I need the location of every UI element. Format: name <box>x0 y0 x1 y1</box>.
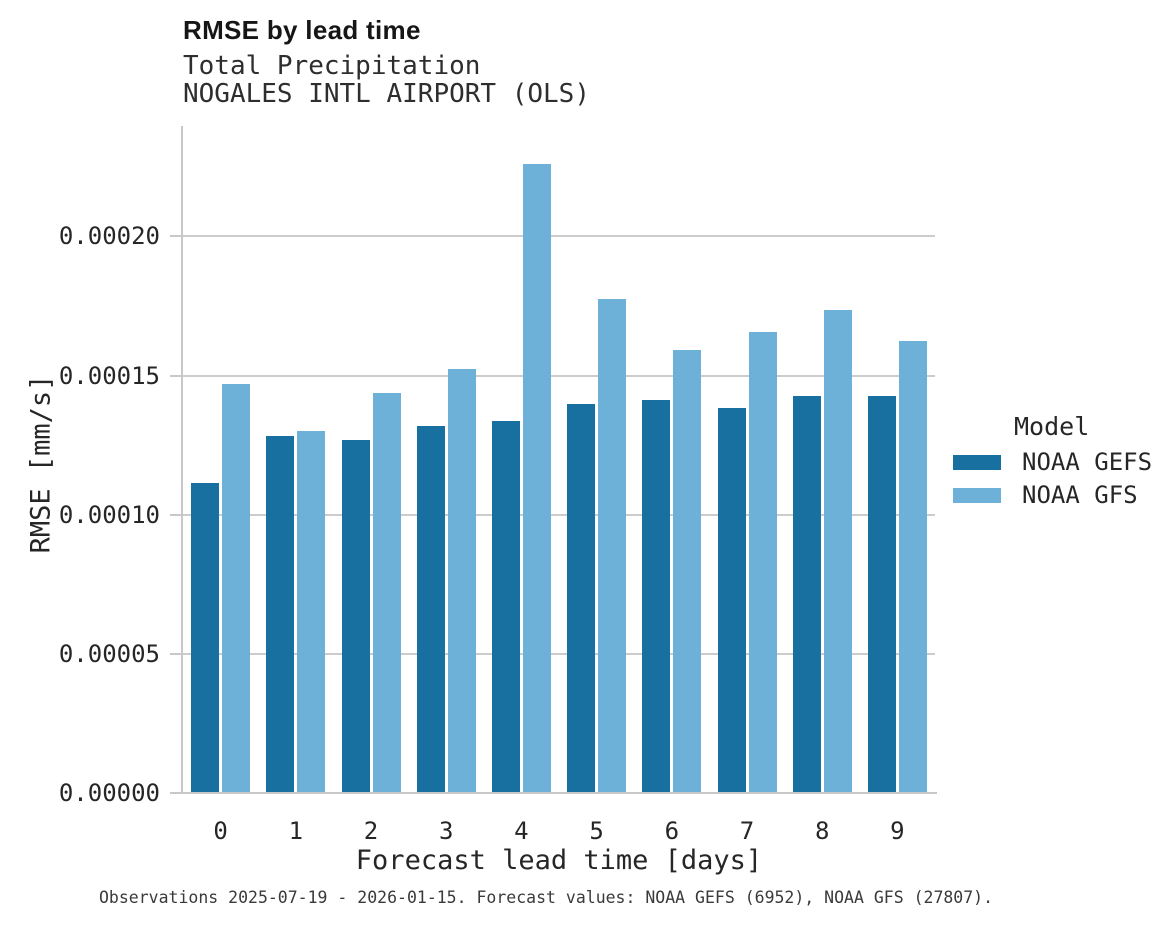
x-axis-spine <box>181 792 937 794</box>
bar-noaa-gfs-day-6 <box>673 350 702 793</box>
x-tick-label: 4 <box>514 817 529 845</box>
bar-noaa-gefs-day-1 <box>266 435 295 793</box>
legend-swatch-icon <box>953 454 1001 470</box>
y-axis-tick <box>170 652 181 655</box>
gridline <box>183 374 935 377</box>
bar-noaa-gfs-day-8 <box>823 309 852 793</box>
y-axis-tick <box>170 235 181 238</box>
legend-label: NOAA GFS <box>1022 481 1138 509</box>
bar-noaa-gfs-day-1 <box>297 430 326 793</box>
bar-noaa-gfs-day-9 <box>898 341 927 793</box>
legend: NOAA GEFS NOAA GFS <box>953 447 1152 513</box>
bar-noaa-gfs-day-5 <box>598 298 627 793</box>
bar-noaa-gefs-day-3 <box>416 426 445 793</box>
bar-noaa-gefs-day-8 <box>792 396 821 793</box>
bar-noaa-gefs-day-5 <box>567 403 596 793</box>
bar-noaa-gfs-day-2 <box>372 392 401 793</box>
x-axis-title: Forecast lead time [days] <box>355 845 763 876</box>
y-axis-tick <box>170 374 181 377</box>
caption: Observations 2025-07-19 - 2026-01-15. Fo… <box>99 888 994 907</box>
y-axis-spine <box>181 126 183 794</box>
bar-noaa-gfs-day-7 <box>748 331 777 793</box>
x-tick-label: 7 <box>739 817 755 845</box>
bar-noaa-gefs-day-2 <box>341 439 370 793</box>
x-tick-label: 3 <box>438 817 454 845</box>
bar-noaa-gefs-day-4 <box>491 421 520 793</box>
y-tick-label: 0.00020 <box>58 222 160 251</box>
chart-subtitle-station: NOGALES INTL AIRPORT (OLS) <box>183 79 590 109</box>
gridline <box>183 513 935 516</box>
x-tick-label: 8 <box>814 817 830 845</box>
bar-noaa-gefs-day-9 <box>867 395 896 793</box>
x-tick-label: 0 <box>213 817 228 845</box>
y-axis-tick <box>170 792 181 794</box>
gridline <box>183 652 935 655</box>
chart-subtitle-variable: Total Precipitation <box>183 51 481 81</box>
bar-noaa-gfs-day-3 <box>447 369 476 793</box>
bar-noaa-gefs-day-0 <box>191 483 220 793</box>
y-tick-label: 0.00005 <box>58 639 160 668</box>
legend-title: Model <box>1014 412 1090 441</box>
x-tick-label: 2 <box>363 817 379 845</box>
gridline <box>183 235 935 238</box>
legend-label: NOAA GEFS <box>1022 448 1153 476</box>
chart-title: RMSE by lead time <box>183 15 421 45</box>
x-tick-label: 6 <box>664 817 680 845</box>
x-tick-label: 5 <box>589 817 604 845</box>
plot-area <box>183 125 935 793</box>
bar-noaa-gfs-day-0 <box>222 383 251 793</box>
bar-noaa-gfs-day-4 <box>522 163 551 793</box>
y-tick-label: 0.00015 <box>58 361 160 390</box>
y-tick-label: 0.00010 <box>58 500 160 529</box>
x-tick-label: 1 <box>288 817 304 845</box>
y-axis-tick <box>170 513 181 516</box>
bar-noaa-gefs-day-7 <box>717 408 746 793</box>
legend-item-noaa-gfs: NOAA GFS <box>953 480 1152 510</box>
y-tick-label: 0.00000 <box>58 779 160 807</box>
bar-noaa-gefs-day-6 <box>642 399 671 793</box>
legend-swatch-icon <box>953 487 1001 503</box>
x-tick-label: 9 <box>890 817 905 845</box>
legend-item-noaa-gefs: NOAA GEFS <box>953 447 1152 477</box>
